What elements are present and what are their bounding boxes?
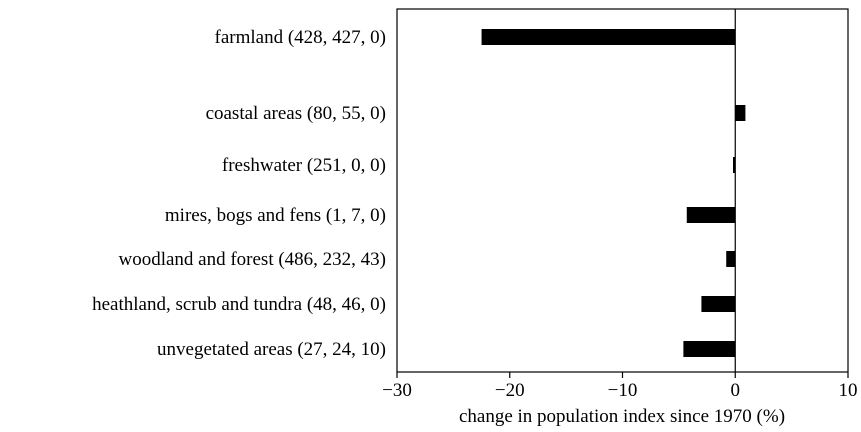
bar xyxy=(683,341,736,357)
category-label: farmland (428, 427, 0) xyxy=(215,27,386,48)
category-label: unvegetated areas (27, 24, 10) xyxy=(157,339,386,360)
category-label: woodland and forest (486, 232, 43) xyxy=(118,249,386,270)
bar xyxy=(732,157,736,173)
bar xyxy=(686,207,736,223)
x-tick-label: 0 xyxy=(731,380,741,401)
category-label: heathland, scrub and tundra (48, 46, 0) xyxy=(92,294,386,315)
bar xyxy=(481,29,736,45)
x-tick-label: 10 xyxy=(839,380,858,401)
bar xyxy=(735,105,746,121)
category-label: freshwater (251, 0, 0) xyxy=(222,155,386,176)
bar xyxy=(726,251,736,267)
x-tick-label: −10 xyxy=(608,380,638,401)
bar xyxy=(701,296,736,312)
category-label: mires, bogs and fens (1, 7, 0) xyxy=(165,205,386,226)
category-label: coastal areas (80, 55, 0) xyxy=(206,103,386,124)
x-tick-label: −30 xyxy=(382,380,412,401)
x-tick-label: −20 xyxy=(495,380,525,401)
plot-frame xyxy=(396,8,849,373)
x-axis-title: change in population index since 1970 (%… xyxy=(459,406,785,427)
